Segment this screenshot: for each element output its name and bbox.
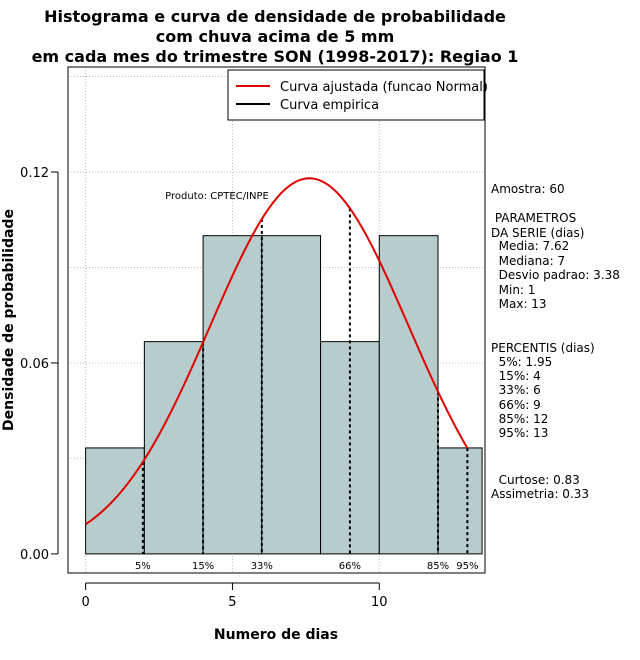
percentile-label: 95%	[456, 561, 478, 572]
histogram-bar	[261, 235, 322, 555]
product-annotation: Produto: CPTEC/INPE	[165, 191, 269, 202]
percentile-lines	[141, 208, 469, 554]
stat-sample: Amostra: 60	[491, 182, 565, 196]
percentile-label: 85%	[427, 561, 449, 572]
stat-kurtosis: Curtose: 0.83	[491, 473, 580, 487]
histogram-bar	[202, 235, 263, 555]
percentile-label: 5%	[135, 561, 151, 572]
stat-p85: 85%: 12	[491, 412, 548, 426]
histogram-bar	[85, 447, 145, 555]
stat-series-header: DA SERIE (dias)	[491, 226, 584, 240]
normal-curve-path	[85, 177, 469, 526]
stat-mean: Media: 7.62	[491, 239, 569, 253]
normal-curve	[85, 177, 469, 526]
stat-params-header: PARAMETROS	[491, 211, 576, 225]
plot-frame	[67, 66, 486, 574]
stat-p95: 95%: 13	[491, 426, 548, 440]
stat-max: Max: 13	[491, 297, 547, 311]
stats-panel: Amostra: 60 PARAMETROS DA SERIE (dias) M…	[491, 182, 620, 501]
stat-p5: 5%: 1.95	[491, 355, 552, 369]
legend: Curva ajustada (funcao Normal) Curva emp…	[227, 69, 488, 121]
x-axis: 0 5 10	[81, 582, 388, 610]
stat-median: Mediana: 7	[491, 254, 565, 268]
x-tick-label: 5	[228, 595, 236, 610]
percentile-label: 15%	[192, 561, 214, 572]
histogram-bars	[85, 235, 483, 555]
percentile-labels: 5% 15% 33% 66% 85% 95%	[135, 561, 479, 572]
histogram-bar	[437, 447, 483, 555]
chart-title-line-2: com chuva acima de 5 mm	[156, 27, 395, 46]
legend-label-fitted: Curva ajustada (funcao Normal)	[280, 80, 488, 95]
percentile-label: 66%	[339, 561, 361, 572]
stat-p66: 66%: 9	[491, 398, 541, 412]
chart-title-line-3: em cada mes do trimestre SON (1998-2017)…	[32, 47, 519, 66]
stat-p33: 33%: 6	[491, 383, 541, 397]
stat-min: Min: 1	[491, 283, 535, 297]
chart-title-line-1: Histograma e curva de densidade de proba…	[44, 7, 506, 26]
legend-box	[227, 69, 485, 121]
y-axis-title: Densidade de probabilidade	[1, 209, 17, 431]
x-tick-label: 10	[371, 595, 388, 610]
stat-skewness: Assimetria: 0.33	[491, 487, 589, 501]
stat-percentiles-header: PERCENTIS (dias)	[491, 341, 595, 355]
histogram-bar	[378, 235, 439, 555]
stat-sd: Desvio padrao: 3.38	[491, 268, 620, 282]
y-tick-label: 0.12	[20, 166, 49, 181]
x-tick-label: 0	[81, 595, 89, 610]
y-tick-label: 0.06	[20, 357, 49, 372]
legend-label-empirical: Curva empirica	[280, 98, 379, 113]
histogram-bar	[143, 341, 204, 555]
percentile-label: 33%	[251, 561, 273, 572]
stat-p15: 15%: 4	[491, 369, 541, 383]
y-axis: 0.00 0.06 0.12	[20, 166, 59, 563]
x-axis-title: Numero de dias	[214, 627, 338, 643]
y-tick-label: 0.00	[20, 548, 49, 563]
